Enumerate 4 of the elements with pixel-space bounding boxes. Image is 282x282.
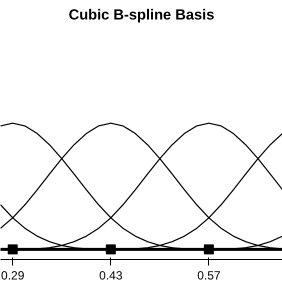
chart-title: Cubic B-spline Basis xyxy=(68,8,214,24)
x-tick-label: 0.57 xyxy=(197,268,221,282)
x-tick-label: 0.29 xyxy=(1,268,25,282)
x-tick-label: 0.43 xyxy=(99,268,123,282)
